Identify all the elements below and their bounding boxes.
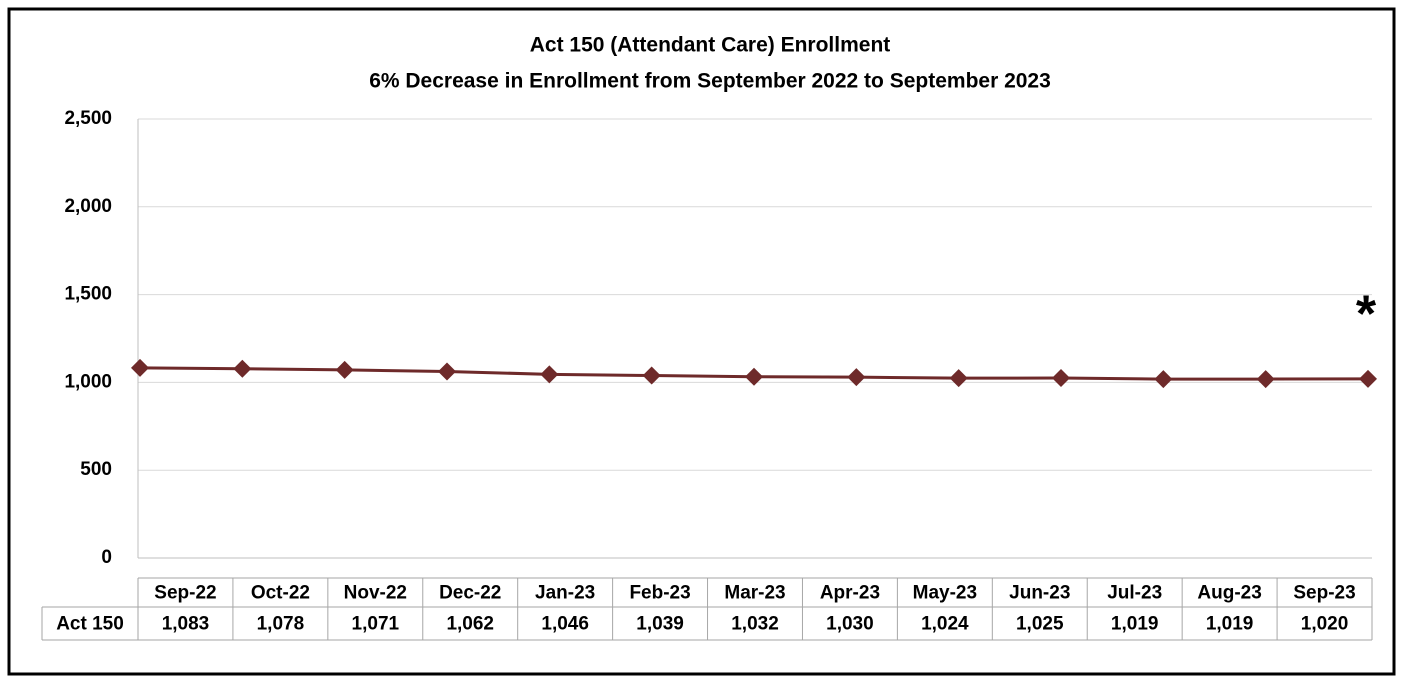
x-tick-label: Jun-23 — [1009, 583, 1070, 604]
chart-frame — [7, 7, 1396, 676]
table-value: 1,024 — [921, 614, 969, 635]
x-tick-label: May-23 — [913, 583, 977, 604]
marker — [745, 367, 763, 386]
table-value: 1,025 — [1016, 614, 1064, 635]
table-value: 1,083 — [162, 614, 210, 635]
marker — [131, 358, 149, 377]
y-tick-label: 2,000 — [64, 196, 112, 217]
x-tick-label: Sep-23 — [1293, 583, 1355, 604]
table-value: 1,078 — [257, 614, 305, 635]
chart-title: Act 150 (Attendant Care) Enrollment — [530, 34, 891, 57]
legend-label: Act 150 — [56, 614, 124, 635]
annotation: * — [1356, 286, 1377, 344]
table-value: 1,046 — [541, 614, 589, 635]
table-value: 1,019 — [1206, 614, 1254, 635]
table-value: 1,071 — [352, 614, 400, 635]
x-tick-label: Oct-22 — [251, 583, 310, 604]
x-tick-label: Feb-23 — [629, 583, 690, 604]
x-tick-label: Nov-22 — [344, 583, 407, 604]
marker — [1256, 370, 1275, 389]
x-tick-label: Jan-23 — [535, 583, 595, 604]
chart-subtitle: 6% Decrease in Enrollment from September… — [369, 70, 1051, 93]
table-value: 1,062 — [446, 614, 494, 635]
marker — [1052, 369, 1070, 388]
table-value: 1,032 — [731, 614, 779, 635]
marker — [847, 368, 866, 387]
table-value: 1,020 — [1301, 614, 1349, 635]
marker — [540, 365, 559, 384]
table-value: 1,039 — [636, 614, 684, 635]
x-tick-label: Dec-22 — [439, 583, 501, 604]
table-value: 1,019 — [1111, 614, 1159, 635]
x-tick-label: Jul-23 — [1107, 583, 1162, 604]
marker — [1154, 370, 1173, 389]
y-tick-label: 1,000 — [64, 371, 112, 392]
x-tick-label: Mar-23 — [724, 583, 785, 604]
marker — [438, 362, 456, 381]
marker — [642, 366, 661, 385]
y-tick-label: 1,500 — [64, 284, 112, 305]
y-tick-label: 0 — [101, 547, 112, 568]
table-value: 1,030 — [826, 614, 874, 635]
marker — [1359, 369, 1377, 388]
y-tick-label: 500 — [80, 459, 112, 480]
x-tick-label: Sep-22 — [154, 583, 216, 604]
x-tick-label: Apr-23 — [820, 583, 880, 604]
marker — [335, 360, 354, 379]
x-tick-label: Aug-23 — [1197, 583, 1261, 604]
marker — [233, 359, 252, 378]
y-tick-label: 2,500 — [64, 108, 112, 129]
marker — [949, 369, 968, 388]
